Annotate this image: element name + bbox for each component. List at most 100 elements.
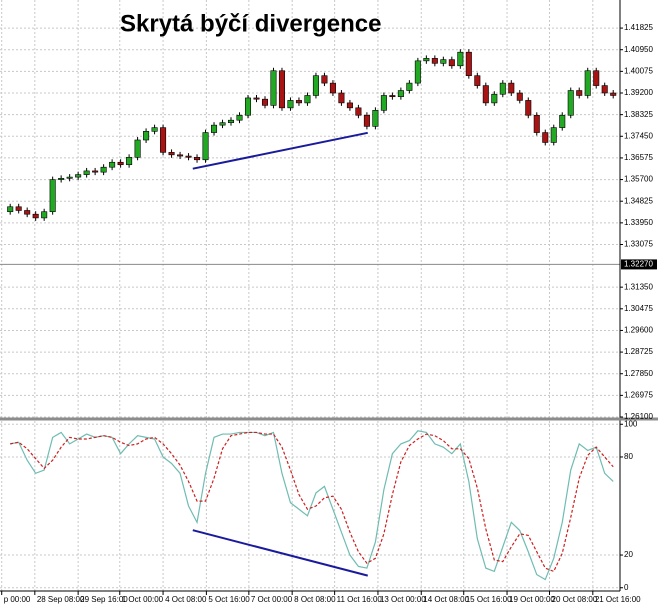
candle-body bbox=[601, 85, 608, 94]
candle-body bbox=[321, 75, 328, 84]
candle-body bbox=[177, 154, 184, 157]
x-tick-label: 15 Oct 16:00 bbox=[466, 595, 512, 604]
candle-body bbox=[168, 152, 175, 156]
candle-body bbox=[482, 85, 489, 104]
candle-body bbox=[372, 110, 379, 127]
y-tick-label: 1.29600 bbox=[624, 326, 653, 335]
candle-body bbox=[194, 157, 201, 161]
candle-body bbox=[202, 132, 209, 161]
y-tick-label: 1.26975 bbox=[624, 390, 653, 399]
candle-body bbox=[312, 75, 319, 96]
y-tick-label: 1.38325 bbox=[624, 110, 653, 119]
candle-body bbox=[355, 107, 362, 116]
candle-body bbox=[431, 58, 438, 64]
y-tick-label: 1.37450 bbox=[624, 131, 653, 140]
candle-body bbox=[516, 92, 523, 101]
candle-body bbox=[100, 166, 107, 173]
candle-body bbox=[414, 60, 421, 84]
candle-body bbox=[227, 119, 235, 123]
y-tick-label: 1.31350 bbox=[624, 282, 653, 291]
candle-body bbox=[253, 97, 260, 100]
x-tick-label: p 00:00 bbox=[4, 595, 31, 604]
x-tick-label: 14 Oct 08:00 bbox=[423, 595, 469, 604]
chart-title: Skrytá býčí divergence bbox=[120, 10, 381, 37]
candle-body bbox=[83, 170, 90, 175]
candle-body bbox=[126, 157, 133, 166]
x-tick-label: 21 Oct 16:00 bbox=[595, 595, 641, 604]
candle-body bbox=[465, 51, 472, 76]
candle-body bbox=[134, 139, 141, 158]
x-tick-label: 20 Oct 08:00 bbox=[552, 595, 598, 604]
candle-body bbox=[346, 102, 353, 109]
candle-body bbox=[406, 82, 413, 91]
y-tick-label: 1.39200 bbox=[624, 88, 653, 97]
y-tick-label: 1.33075 bbox=[624, 240, 653, 249]
candle-body bbox=[58, 178, 65, 180]
y-tick-label: 1.30475 bbox=[624, 304, 653, 313]
candle-body bbox=[542, 132, 549, 143]
price-marker bbox=[621, 259, 657, 270]
candle-body bbox=[380, 95, 387, 111]
candle-body bbox=[24, 210, 31, 215]
candle-body bbox=[287, 100, 294, 109]
candle-body bbox=[244, 97, 252, 116]
y-tick-label: 1.40075 bbox=[624, 66, 653, 75]
y-tick-label: 1.36575 bbox=[624, 153, 653, 162]
candle-body bbox=[525, 100, 532, 116]
x-tick-label: 8 Oct 08:00 bbox=[294, 595, 336, 604]
candle-body bbox=[75, 174, 82, 178]
candle-body bbox=[219, 122, 226, 126]
candle-body bbox=[533, 114, 540, 133]
x-tick-label: 13 Oct 00:00 bbox=[380, 595, 426, 604]
candle-body bbox=[261, 98, 269, 106]
candle-body bbox=[397, 90, 404, 98]
candle-body bbox=[143, 131, 150, 141]
y-tick-label: 80 bbox=[624, 452, 633, 461]
x-tick-label: 5 Oct 16:00 bbox=[208, 595, 250, 604]
price-marker-label: 1.32270 bbox=[624, 260, 653, 269]
candle-body bbox=[610, 92, 617, 96]
candle-body bbox=[448, 59, 455, 67]
candle-body bbox=[584, 70, 591, 96]
candle-body bbox=[491, 93, 498, 104]
candle-body bbox=[151, 127, 158, 132]
candle-body bbox=[474, 75, 481, 86]
y-tick-label: 1.34825 bbox=[624, 196, 653, 205]
candle-body bbox=[32, 213, 39, 219]
y-tick-label: 0 bbox=[624, 583, 629, 592]
candle-body bbox=[109, 161, 116, 168]
pane-separator bbox=[0, 417, 658, 421]
y-tick-label: 100 bbox=[624, 419, 638, 428]
candle-body bbox=[567, 90, 574, 116]
candle-body bbox=[593, 70, 600, 86]
x-tick-label: 19 Oct 00:00 bbox=[509, 595, 555, 604]
candle-body bbox=[295, 100, 302, 104]
candle-body bbox=[270, 70, 277, 106]
y-tick-label: 1.26100 bbox=[624, 412, 653, 421]
candle-body bbox=[41, 211, 48, 219]
candle-body bbox=[457, 51, 464, 67]
candle-body bbox=[278, 70, 285, 109]
series-line bbox=[10, 431, 614, 573]
candle-body bbox=[160, 127, 167, 153]
candle-body bbox=[440, 59, 447, 64]
x-tick-label: 11 Oct 16:00 bbox=[337, 595, 383, 604]
x-tick-label: 1 Oct 00:00 bbox=[122, 595, 164, 604]
candle-body bbox=[423, 58, 430, 62]
y-tick-label: 1.33950 bbox=[624, 218, 653, 227]
candle-body bbox=[92, 170, 99, 173]
candle-body bbox=[559, 114, 566, 128]
grid bbox=[0, 0, 620, 591]
candle-body bbox=[211, 124, 218, 133]
candle-body bbox=[508, 82, 515, 94]
candle-body bbox=[499, 82, 506, 95]
x-tick-label: 7 Oct 00:00 bbox=[251, 595, 293, 604]
candle-body bbox=[7, 206, 14, 213]
divergence-line bbox=[192, 131, 368, 170]
x-tick-label: 29 Sep 16:00 bbox=[80, 595, 128, 604]
divergence-line bbox=[192, 529, 369, 577]
y-tick-label: 1.27850 bbox=[624, 369, 653, 378]
y-tick-label: 1.35700 bbox=[624, 175, 653, 184]
y-tick-label: 1.28725 bbox=[624, 347, 653, 356]
